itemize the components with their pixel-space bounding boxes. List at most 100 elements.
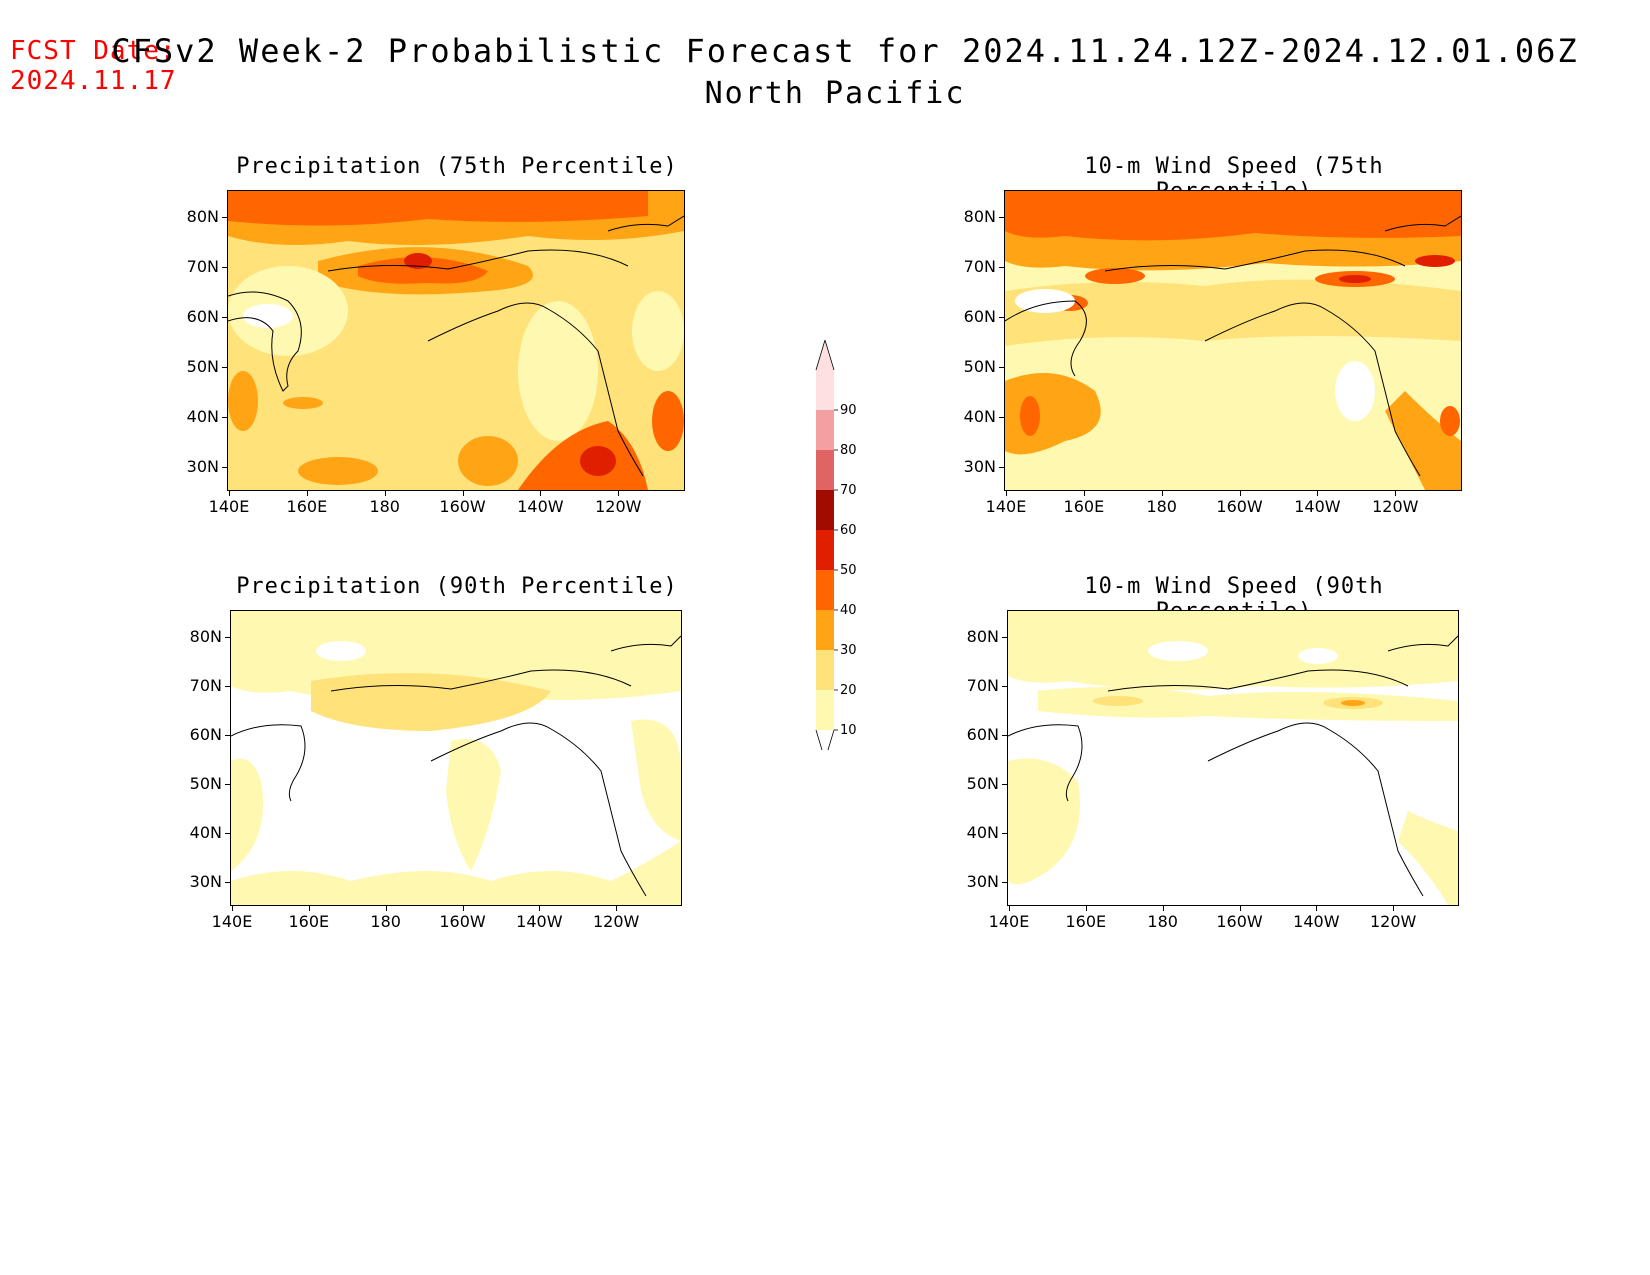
y-tick-label-wind-90: 40N [966,823,999,843]
x-tick-mark-precip-75 [306,491,308,496]
x-tick-label-wind-75: 160E [1063,497,1105,516]
colorbar-label: 80 [840,443,857,458]
colorbar: 10 20 30 40 50 60 70 80 90 [812,338,872,762]
y-tick-mark-precip-90 [225,882,230,884]
y-tick-label-wind-75: 60N [963,307,996,327]
colorbar-segment [816,530,834,570]
y-tick-label-precip-90: 70N [189,675,222,695]
x-tick-mark-wind-90 [1316,906,1318,911]
forecast-date-block: FCST Date: 2024.11.17 [10,36,177,96]
y-tick-label-precip-75: 40N [186,406,219,426]
y-tick-label-precip-75: 60N [186,307,219,327]
x-tick-label-wind-75: 160W [1216,497,1263,516]
y-tick-mark-precip-75 [222,366,227,368]
y-tick-mark-wind-75 [999,416,1004,418]
y-tick-mark-wind-90 [1002,784,1007,786]
x-tick-mark-precip-90 [616,906,618,911]
colorbar-segment [816,410,834,450]
x-tick-label-precip-75: 160W [439,497,486,516]
x-tick-label-wind-90: 160W [1216,912,1263,931]
y-tick-mark-wind-90 [1002,685,1007,687]
y-tick-label-precip-90: 80N [189,626,222,646]
y-tick-mark-wind-90 [1002,734,1007,736]
x-tick-mark-precip-90 [462,906,464,911]
y-tick-label-precip-75: 30N [186,456,219,476]
x-tick-label-precip-75: 180 [369,497,400,516]
x-tick-mark-wind-75 [1395,491,1397,496]
panel-title-precip-75: Precipitation (75th Percentile) [236,154,678,179]
y-tick-label-precip-90: 30N [189,872,222,892]
y-tick-label-precip-75: 70N [186,257,219,277]
x-tick-mark-wind-90 [1393,906,1395,911]
y-tick-mark-wind-90 [1002,882,1007,884]
y-tick-label-precip-75: 80N [186,207,219,227]
x-tick-label-wind-75: 180 [1146,497,1177,516]
colorbar-segment [816,650,834,690]
colorbar-segment [816,610,834,650]
y-tick-mark-wind-75 [999,366,1004,368]
x-tick-mark-wind-90 [1009,906,1010,911]
colorbar-label: 10 [840,723,857,738]
y-tick-mark-precip-90 [225,734,230,736]
y-tick-label-wind-90: 80N [966,626,999,646]
x-tick-mark-wind-75 [1239,491,1241,496]
y-tick-mark-precip-90 [225,833,230,835]
y-tick-label-wind-75: 50N [963,356,996,376]
y-tick-mark-precip-75 [222,416,227,418]
colorbar-segment [816,570,834,610]
x-tick-mark-wind-90 [1162,906,1164,911]
x-tick-label-precip-90: 160E [288,912,330,931]
page-subtitle: North Pacific [704,76,966,111]
x-tick-mark-wind-90 [1085,906,1087,911]
forecast-date-value: 2024.11.17 [10,66,177,96]
x-tick-mark-precip-90 [232,906,233,911]
x-tick-mark-wind-75 [1161,491,1163,496]
x-tick-label-wind-90: 140E [988,912,1030,931]
colorbar-cap-bottom [815,729,835,762]
colorbar-svg: 10 20 30 40 50 60 70 80 90 [815,338,857,762]
x-tick-mark-precip-90 [385,906,387,911]
x-tick-label-precip-90: 140E [211,912,253,931]
map-precip-90 [230,610,682,906]
x-tick-mark-precip-75 [384,491,386,496]
x-tick-label-wind-90: 160E [1065,912,1107,931]
map-wind-75 [1004,190,1462,491]
page-title: CFSv2 Week-2 Probabilistic Forecast for … [111,32,1579,70]
x-tick-mark-precip-75 [462,491,464,496]
y-tick-mark-wind-75 [999,217,1004,219]
map-precip-75 [227,190,685,491]
map-wind-90 [1007,610,1459,906]
panel-title-precip-90: Precipitation (90th Percentile) [236,574,678,599]
x-tick-mark-precip-75 [540,491,542,496]
y-tick-label-wind-90: 70N [966,675,999,695]
colorbar-label: 90 [840,403,857,418]
x-tick-mark-wind-75 [1083,491,1085,496]
x-tick-mark-precip-75 [229,491,230,496]
colorbar-label: 40 [840,603,857,618]
x-tick-label-wind-90: 120W [1370,912,1417,931]
y-tick-label-wind-75: 70N [963,257,996,277]
colorbar-label: 20 [840,683,857,698]
x-tick-label-precip-75: 140W [517,497,564,516]
x-tick-label-precip-75: 120W [595,497,642,516]
colorbar-label: 70 [840,483,857,498]
x-tick-mark-precip-90 [539,906,541,911]
x-tick-mark-wind-90 [1239,906,1241,911]
y-tick-label-wind-75: 80N [963,207,996,227]
x-tick-label-wind-90: 140W [1293,912,1340,931]
x-tick-label-wind-75: 140E [985,497,1027,516]
x-tick-mark-precip-90 [308,906,310,911]
y-tick-mark-precip-90 [225,784,230,786]
colorbar-label: 50 [840,563,857,578]
colorbar-cap-top [815,338,835,371]
colorbar-segment [816,370,834,410]
x-tick-label-precip-75: 160E [286,497,328,516]
y-tick-label-precip-90: 60N [189,724,222,744]
x-tick-label-precip-75: 140E [208,497,250,516]
x-tick-label-precip-90: 160W [439,912,486,931]
y-tick-mark-wind-90 [1002,833,1007,835]
y-tick-label-wind-75: 40N [963,406,996,426]
y-tick-mark-precip-90 [225,636,230,638]
x-tick-label-precip-90: 180 [370,912,401,931]
colorbar-segment [816,490,834,530]
